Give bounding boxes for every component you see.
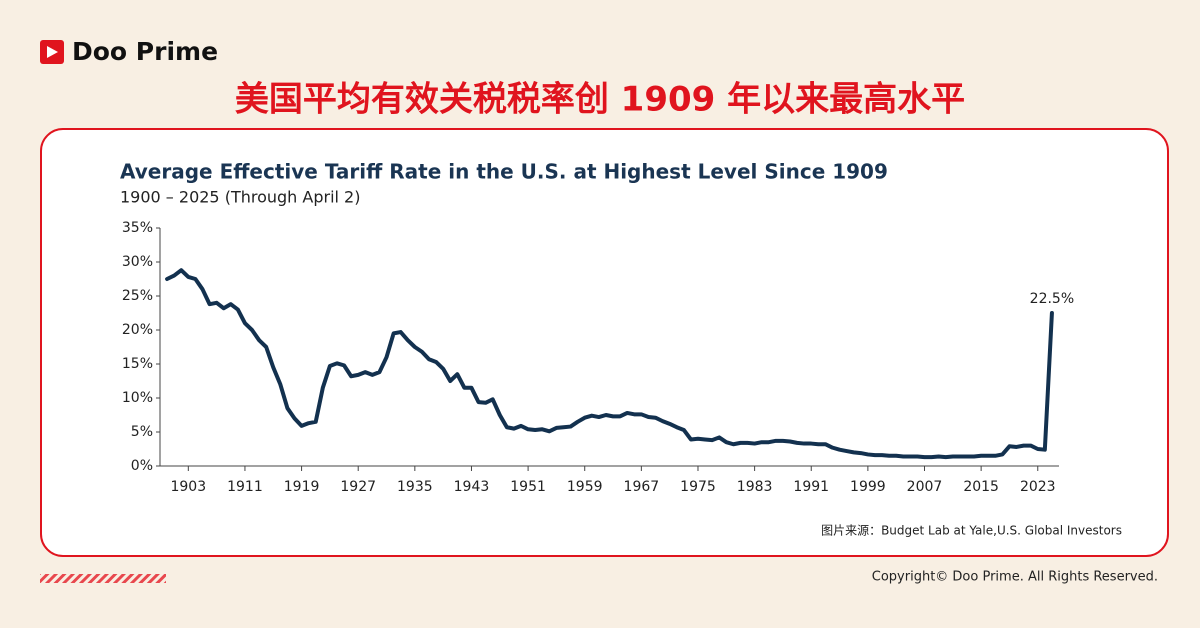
x-tick-label: 1935	[397, 479, 433, 495]
x-tick-label: 1951	[510, 479, 546, 495]
x-tick-label: 2023	[1020, 479, 1056, 495]
x-tick-label: 1999	[850, 479, 886, 495]
x-tick-label: 1903	[170, 479, 206, 495]
logo-glyph	[47, 46, 58, 58]
x-tick-label: 1959	[567, 479, 603, 495]
x-tick-label: 1975	[680, 479, 716, 495]
x-tick-label: 1919	[284, 479, 320, 495]
y-tick-label: 20%	[122, 322, 153, 338]
x-tick-label: 1967	[624, 479, 660, 495]
x-tick-label: 2015	[963, 479, 999, 495]
x-tick-label: 1983	[737, 479, 773, 495]
chart-subtitle: 1900 – 2025 (Through April 2)	[120, 188, 360, 207]
y-tick-label: 15%	[122, 356, 153, 372]
x-tick-label: 2007	[907, 479, 943, 495]
decor-stripes	[40, 574, 166, 583]
data-line	[165, 268, 1054, 460]
x-tick-label: 1943	[454, 479, 490, 495]
headline: 美国平均有效关税税率创 1909 年以来最高水平	[235, 80, 965, 120]
brand: Doo Prime	[72, 37, 218, 66]
y-tick-label: 0%	[131, 458, 153, 474]
x-tick-label: 1911	[227, 479, 263, 495]
logo: Doo Prime	[40, 37, 218, 66]
source: 图片来源：Budget Lab at Yale,U.S. Global Inve…	[821, 524, 1122, 538]
y-tick-label: 5%	[131, 424, 153, 440]
card	[40, 128, 1169, 557]
chart-title: Average Effective Tariff Rate in the U.S…	[120, 160, 888, 184]
y-tick-label: 30%	[122, 254, 153, 270]
x-tick-label: 1991	[793, 479, 829, 495]
y-tick-label: 10%	[122, 390, 153, 406]
annotation: 22.5%	[1030, 291, 1074, 307]
y-tick-label: 35%	[122, 220, 153, 236]
x-tick-label: 1927	[340, 479, 376, 495]
copyright: Copyright© Doo Prime. All Rights Reserve…	[872, 570, 1158, 585]
y-tick-label: 25%	[122, 288, 153, 304]
